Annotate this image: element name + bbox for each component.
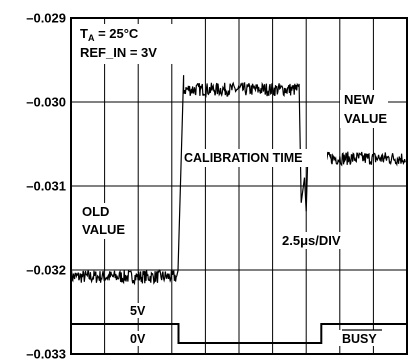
old-value-label-1: OLD (82, 204, 109, 219)
v-low-label: 0V (130, 332, 146, 346)
calibration-time-label: CALIBRATION TIME (184, 151, 303, 165)
y-tick-label: –0.031 (26, 179, 66, 194)
time-scale-bg (281, 232, 359, 249)
v-low-bg (128, 331, 152, 346)
v-high-bg (128, 303, 152, 318)
y-tick-label: –0.032 (26, 263, 66, 278)
calibration-time-bg (183, 149, 327, 167)
signal-trace (70, 75, 406, 286)
old-value-label-2: VALUE (82, 222, 125, 237)
ref-in-label: REF_IN = 3V (80, 45, 157, 60)
plot-grid (71, 18, 407, 354)
busy-bg (338, 330, 386, 346)
new-value-label-2: VALUE (344, 111, 387, 126)
y-tick-label: –0.029 (26, 11, 66, 26)
new-value-label-1: NEW (344, 92, 375, 107)
busy-trace (71, 323, 407, 344)
time-scale-label: 2.5μs/DIV (282, 233, 341, 248)
ta-label: TA = 25°C (80, 26, 139, 43)
plot-frame (70, 17, 408, 355)
y-tick-labels: –0.029 –0.030 –0.031 –0.032 –0.033 (26, 11, 66, 360)
conditions-bg (78, 24, 174, 64)
y-tick-label: –0.030 (26, 95, 66, 110)
old-value-bg (80, 203, 130, 239)
v-high-label: 5V (130, 304, 146, 318)
new-value-bg (340, 90, 388, 128)
busy-label: BUSY (342, 332, 377, 346)
ta-subscript: A (88, 33, 95, 43)
y-tick-label: –0.033 (26, 347, 66, 360)
